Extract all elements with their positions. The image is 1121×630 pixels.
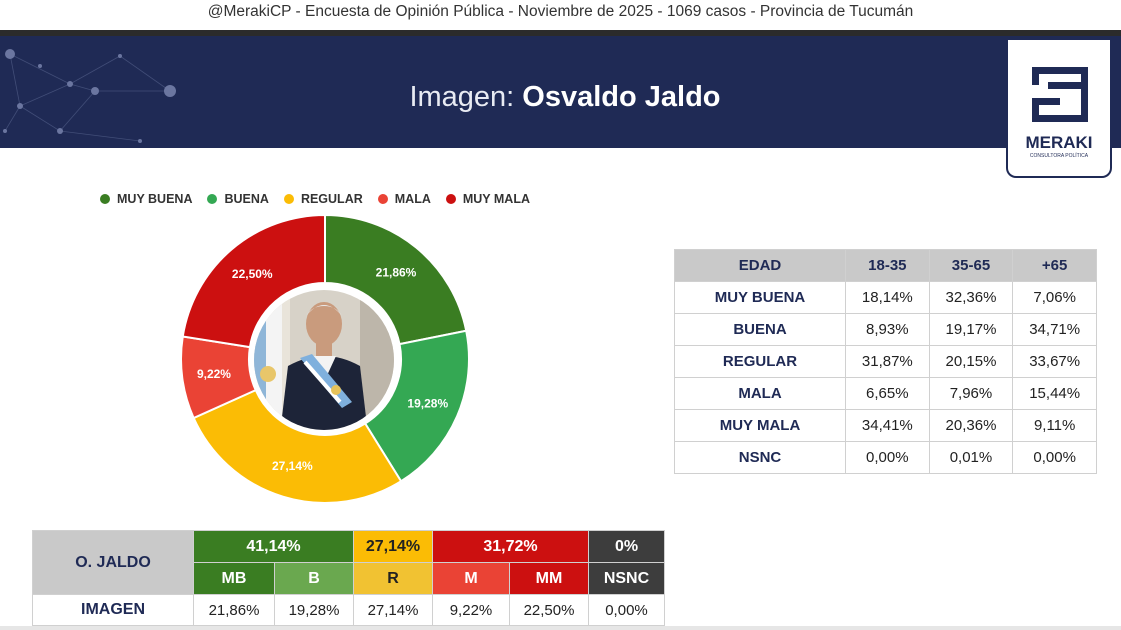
slice-label: 9,22% — [197, 367, 231, 381]
sub-mm: MM — [509, 562, 589, 595]
row-label: MUY BUENA — [674, 281, 846, 314]
sub-m: M — [432, 562, 510, 595]
sub-b: B — [274, 562, 354, 595]
row-value: 18,14% — [845, 281, 930, 314]
legend-label: MUY MALA — [462, 192, 530, 206]
summary-table: O. JALDO 41,14% 27,14% 31,72% 0% MB B R … — [32, 530, 665, 626]
legend-swatch — [445, 194, 456, 204]
value-r: 27,14% — [353, 594, 433, 626]
slice-label: 27,14% — [272, 459, 313, 473]
row-value: 7,06% — [1012, 281, 1097, 314]
logo-text: MERAKI — [1025, 133, 1092, 152]
bottom-rule — [0, 626, 1121, 630]
row-value: 6,65% — [845, 377, 930, 410]
group-negative: 31,72% — [432, 530, 589, 563]
age-table-row: MALA 6,65% 7,96% 15,44% — [674, 377, 1097, 410]
slice-label: 22,50% — [232, 267, 273, 281]
meraki-logo-mark: MERAKI CONSULTORA POLÍTICA — [1025, 67, 1093, 159]
legend-item: BUENA — [207, 192, 269, 206]
candidate-name: O. JALDO — [32, 530, 194, 595]
row-value: 32,36% — [928, 281, 1014, 314]
age-table-row: BUENA 8,93% 19,17% 34,71% — [674, 313, 1097, 346]
age-header-label: EDAD — [674, 249, 846, 282]
legend-item: MALA — [377, 192, 431, 206]
row-label: MALA — [674, 377, 846, 410]
legend-label: MALA — [394, 192, 431, 206]
slice-label: 21,86% — [376, 265, 417, 279]
row-value: 19,17% — [928, 313, 1014, 346]
sub-nsnc: NSNC — [588, 562, 665, 595]
row-label: MUY MALA — [674, 409, 846, 442]
age-table-header: EDAD 18-35 35-65 +65 — [674, 249, 1097, 282]
age-header-65-plus: +65 — [1012, 249, 1097, 282]
value-mm: 22,50% — [509, 594, 589, 626]
row-value: 33,67% — [1012, 345, 1097, 378]
legend-item: REGULAR — [283, 192, 363, 206]
age-table-row: NSNC 0,00% 0,01% 0,00% — [674, 441, 1097, 474]
age-header-18-35: 18-35 — [845, 249, 930, 282]
row-value: 20,15% — [928, 345, 1014, 378]
legend-swatch — [207, 194, 218, 204]
row-label-imagen: IMAGEN — [32, 594, 194, 626]
legend-item: MUY MALA — [445, 192, 530, 206]
legend-label: REGULAR — [300, 192, 363, 206]
legend-swatch — [377, 194, 388, 204]
row-value: 0,00% — [845, 441, 930, 474]
legend-label: BUENA — [224, 192, 269, 206]
value-nsnc: 0,00% — [588, 594, 665, 626]
title-prefix: Imagen: — [409, 81, 523, 113]
age-header-35-65: 35-65 — [928, 249, 1014, 282]
age-table-row: MUY BUENA 18,14% 32,36% 7,06% — [674, 281, 1097, 314]
row-value: 15,44% — [1012, 377, 1097, 410]
logo-tagline: CONSULTORA POLÍTICA — [1030, 152, 1089, 159]
value-m: 9,22% — [432, 594, 510, 626]
row-value: 7,96% — [928, 377, 1014, 410]
age-table-row: REGULAR 31,87% 20,15% 33,67% — [674, 345, 1097, 378]
age-table-row: MUY MALA 34,41% 20,36% 9,11% — [674, 409, 1097, 442]
value-b: 19,28% — [274, 594, 354, 626]
row-value: 0,00% — [1012, 441, 1097, 474]
group-regular: 27,14% — [353, 530, 433, 563]
legend-label: MUY BUENA — [117, 192, 193, 206]
row-label: REGULAR — [674, 345, 846, 378]
value-mb: 21,86% — [193, 594, 275, 626]
age-breakdown-table: EDAD 18-35 35-65 +65 MUY BUENA 18,14% 32,3… — [674, 249, 1097, 474]
candidate-photo — [254, 290, 394, 430]
row-value: 8,93% — [845, 313, 930, 346]
divider — [0, 30, 1121, 36]
group-positive: 41,14% — [193, 530, 354, 563]
row-value: 0,01% — [928, 441, 1014, 474]
sub-mb: MB — [193, 562, 275, 595]
meraki-logo: MERAKI CONSULTORA POLÍTICA — [1006, 40, 1112, 178]
row-label: BUENA — [674, 313, 846, 346]
row-value: 34,41% — [845, 409, 930, 442]
chart-legend: MUY BUENA BUENA REGULAR MALA MUY MALA — [100, 190, 545, 208]
group-nsnc: 0% — [588, 530, 665, 563]
title-banner: Imagen: Osvaldo Jaldo — [0, 36, 1121, 148]
row-value: 9,11% — [1012, 409, 1097, 442]
network-decoration — [3, 49, 176, 143]
slice-label: 19,28% — [407, 396, 448, 410]
legend-item: MUY BUENA — [100, 192, 192, 206]
sub-r: R — [353, 562, 433, 595]
page-title: Imagen: Osvaldo Jaldo — [0, 36, 1121, 148]
survey-caption: @MerakiCP - Encuesta de Opinión Pública … — [0, 0, 1121, 30]
legend-swatch — [283, 194, 294, 204]
row-label: NSNC — [674, 441, 846, 474]
row-value: 34,71% — [1012, 313, 1097, 346]
row-value: 20,36% — [928, 409, 1014, 442]
legend-swatch — [100, 194, 110, 204]
title-name: Osvaldo Jaldo — [522, 81, 721, 113]
row-value: 31,87% — [845, 345, 930, 378]
